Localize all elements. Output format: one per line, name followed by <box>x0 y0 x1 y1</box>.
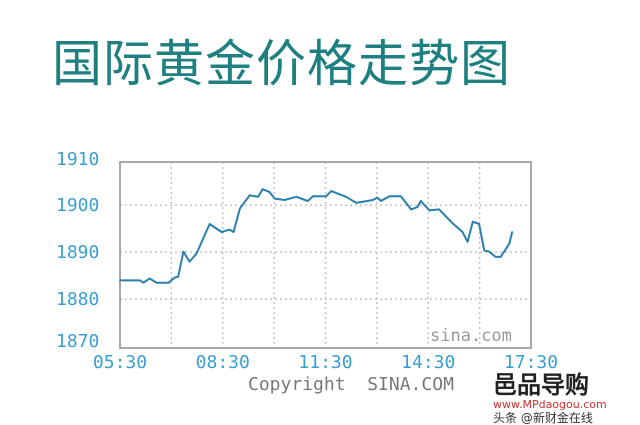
data-point <box>376 196 379 199</box>
data-point <box>451 222 454 225</box>
copyright-text: Copyright SINA.COM <box>248 374 454 395</box>
data-point <box>461 231 464 233</box>
site-url: www.MPdaogou.com <box>493 398 607 411</box>
data-point <box>466 241 469 243</box>
data-point <box>438 208 440 211</box>
data-point <box>167 281 170 284</box>
plot-frame <box>119 161 532 349</box>
x-tick-label: 08:30 <box>196 352 250 373</box>
data-point <box>511 231 513 233</box>
y-tick-label: 1890 <box>56 242 99 263</box>
data-point <box>188 260 191 263</box>
x-axis: 05:30 08:30 11:30 14:30 17:30 <box>93 352 558 373</box>
data-point <box>494 256 497 258</box>
data-point <box>119 279 121 282</box>
data-point <box>330 190 333 192</box>
price-line <box>120 188 514 284</box>
data-point <box>420 200 422 202</box>
data-point <box>148 277 151 280</box>
page-title: 国际黄金价格走势图 <box>52 35 511 93</box>
data-point <box>345 195 347 198</box>
grid <box>120 162 531 348</box>
data-point <box>257 195 259 198</box>
data-point <box>174 276 176 279</box>
data-points <box>119 188 513 284</box>
data-point <box>478 223 480 225</box>
data-point <box>195 252 198 255</box>
data-point <box>388 195 391 198</box>
x-tick-label: 14:30 <box>401 352 455 373</box>
data-point <box>508 242 511 245</box>
x-tick-label: 05:30 <box>93 352 147 373</box>
data-point <box>355 202 358 204</box>
data-point <box>295 195 298 198</box>
data-point <box>283 199 286 201</box>
source-credit: 头条 @新财金在线 <box>493 411 593 425</box>
data-point <box>139 279 141 282</box>
data-point <box>380 200 382 202</box>
x-tick-label: 11:30 <box>298 352 352 373</box>
site-logo: 邑品导购 <box>493 371 589 399</box>
data-point <box>239 207 241 210</box>
y-tick-label: 1870 <box>56 331 99 352</box>
data-point <box>268 191 271 193</box>
y-axis: 1910 1900 1890 1880 1870 <box>56 149 99 352</box>
y-tick-label: 1880 <box>56 289 99 310</box>
data-point <box>261 188 264 191</box>
data-point <box>208 223 211 225</box>
data-point <box>220 231 223 233</box>
data-point <box>428 209 431 212</box>
data-point <box>307 200 309 202</box>
data-point <box>248 194 251 197</box>
data-point <box>372 199 374 201</box>
data-point <box>471 220 474 223</box>
sina-watermark: sina.com <box>430 326 512 346</box>
y-tick-label: 1900 <box>56 195 99 216</box>
data-point <box>499 256 502 258</box>
data-point <box>228 228 231 231</box>
data-point <box>232 231 235 233</box>
x-tick-label: 17:30 <box>504 352 558 373</box>
data-point <box>182 250 185 253</box>
data-point <box>273 197 276 200</box>
data-point <box>416 206 419 208</box>
data-point <box>400 195 402 198</box>
data-point <box>142 281 145 284</box>
data-point <box>410 208 412 211</box>
y-tick-label: 1910 <box>56 149 99 170</box>
data-point <box>483 249 485 252</box>
data-point <box>155 281 158 284</box>
data-point <box>488 250 491 253</box>
data-point <box>312 195 314 198</box>
watermark-overlay: 邑品导购 www.MPdaogou.com 头条 @新财金在线 <box>493 372 640 425</box>
data-point <box>325 195 327 198</box>
data-point <box>177 275 180 278</box>
